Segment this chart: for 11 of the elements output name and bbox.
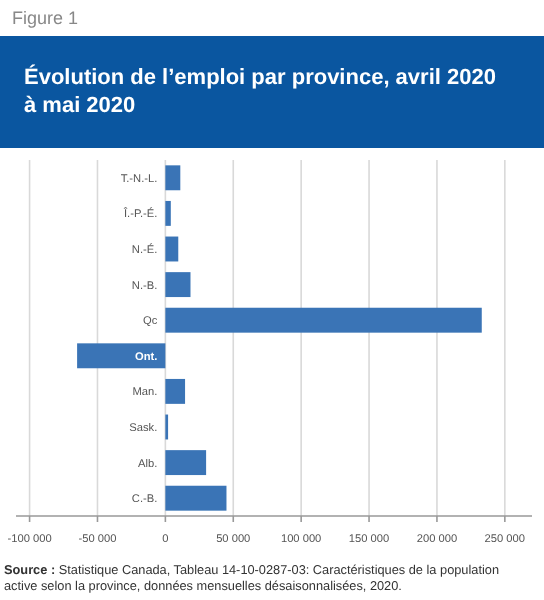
caption: Figure 1 [12,8,79,28]
bar [165,378,186,404]
bar [165,272,191,298]
bar [165,450,207,476]
bar [77,343,166,369]
bar [165,236,179,262]
bar [165,165,181,191]
bar [165,485,227,511]
chart-title: Évolution de l’emploi par province, avril 2020 à mai 2020 [24,64,496,118]
bar [165,307,482,333]
bar [165,200,171,226]
